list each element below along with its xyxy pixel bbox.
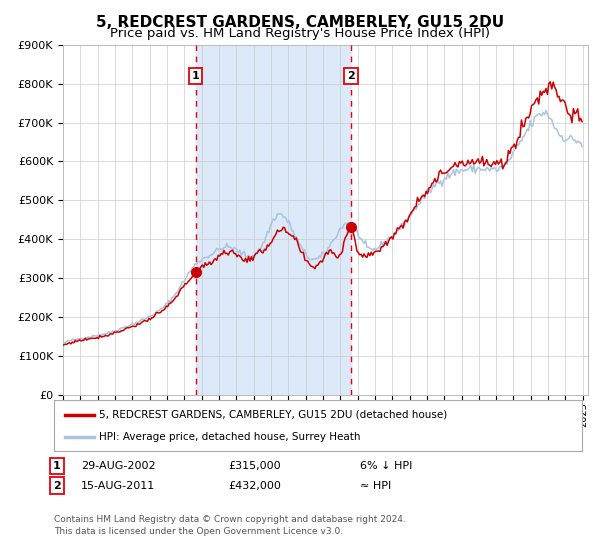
Text: 29-AUG-2002: 29-AUG-2002: [81, 461, 155, 471]
Text: HPI: Average price, detached house, Surrey Heath: HPI: Average price, detached house, Surr…: [99, 432, 361, 442]
Text: 5, REDCREST GARDENS, CAMBERLEY, GU15 2DU (detached house): 5, REDCREST GARDENS, CAMBERLEY, GU15 2DU…: [99, 409, 447, 419]
Text: 2: 2: [347, 71, 355, 81]
Text: 6% ↓ HPI: 6% ↓ HPI: [360, 461, 412, 471]
Text: Contains HM Land Registry data © Crown copyright and database right 2024.: Contains HM Land Registry data © Crown c…: [54, 515, 406, 524]
Text: This data is licensed under the Open Government Licence v3.0.: This data is licensed under the Open Gov…: [54, 528, 343, 536]
Text: £315,000: £315,000: [228, 461, 281, 471]
Text: £432,000: £432,000: [228, 480, 281, 491]
Text: Price paid vs. HM Land Registry's House Price Index (HPI): Price paid vs. HM Land Registry's House …: [110, 27, 490, 40]
Text: 1: 1: [191, 71, 199, 81]
Bar: [196, 45, 351, 395]
Text: 1: 1: [53, 461, 61, 471]
Text: 15-AUG-2011: 15-AUG-2011: [81, 480, 155, 491]
Text: ≈ HPI: ≈ HPI: [360, 480, 391, 491]
Text: 2: 2: [53, 480, 61, 491]
Text: 5, REDCREST GARDENS, CAMBERLEY, GU15 2DU: 5, REDCREST GARDENS, CAMBERLEY, GU15 2DU: [96, 15, 504, 30]
